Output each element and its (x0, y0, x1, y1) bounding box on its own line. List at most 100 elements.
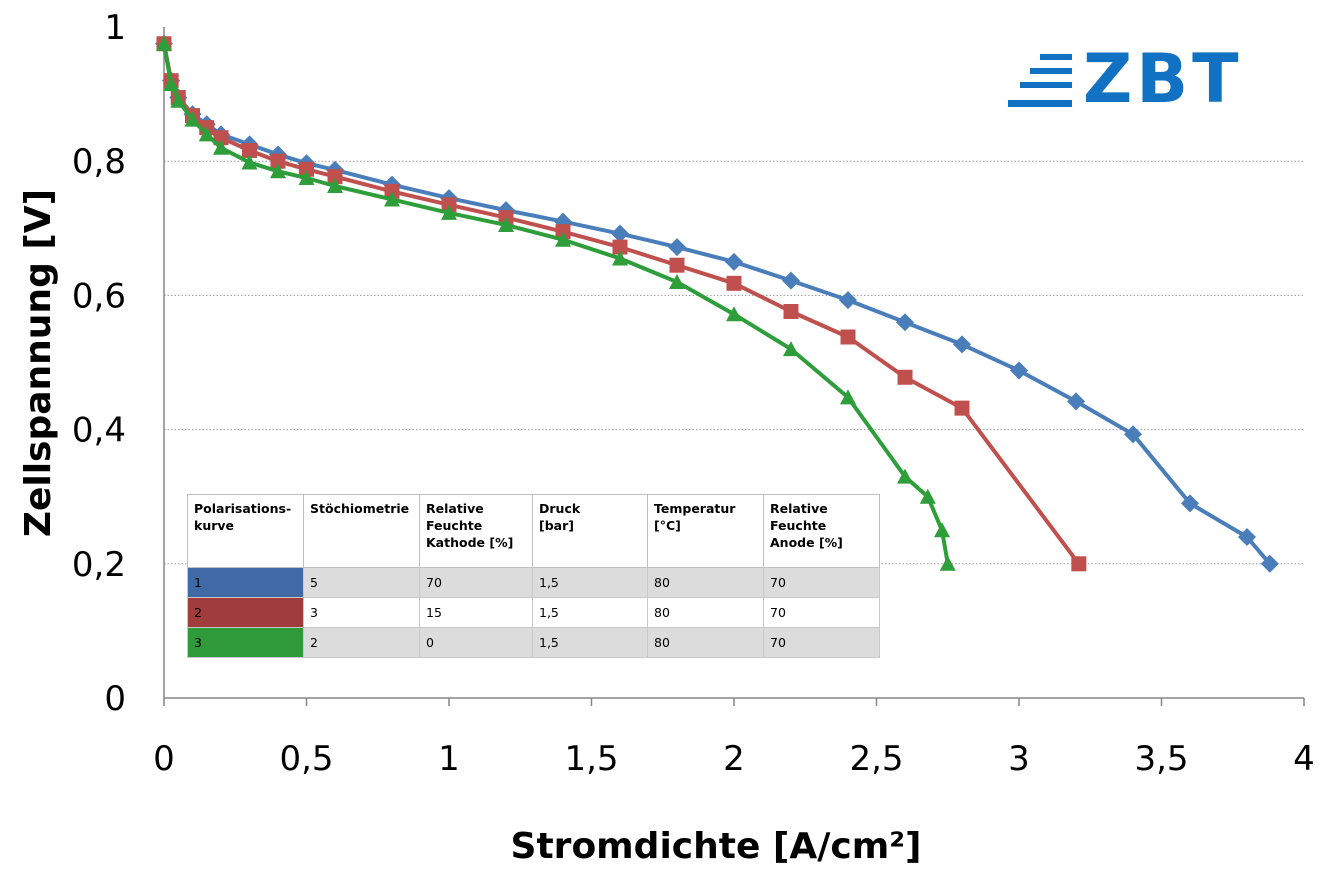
legend-stoich-cell: 5 (303, 567, 420, 598)
zbt-logo (1008, 48, 1278, 118)
logo-text: ZBT (1083, 40, 1243, 119)
legend-row: 2 3 15 1,5 80 70 (187, 597, 880, 628)
x-tick-label: 1 (438, 739, 460, 779)
data-point (939, 555, 956, 571)
y-tick-label: 0 (104, 679, 126, 719)
data-point (299, 161, 314, 177)
data-point (156, 35, 172, 51)
data-point (725, 252, 743, 271)
data-point (441, 197, 457, 213)
legend-row: 1 5 70 1,5 80 70 (187, 567, 880, 598)
data-point (783, 304, 799, 320)
data-point (270, 153, 286, 169)
legend-pressure-cell: 1,5 (532, 567, 648, 598)
data-point (441, 204, 457, 220)
legend-stoich-cell: 3 (303, 597, 420, 628)
data-point (1260, 554, 1279, 573)
data-point (611, 224, 629, 243)
legend-temperature-cell: 80 (647, 627, 764, 658)
legend-rh-cathode-cell: 15 (419, 597, 533, 628)
data-point (840, 389, 856, 405)
legend-curve-cell: 3 (187, 627, 304, 658)
data-point (184, 111, 201, 127)
legend-curve-cell: 1 (187, 567, 304, 598)
data-point (1181, 494, 1199, 513)
legend-table: Polarisations-kurve Stöchiometrie Relati… (187, 494, 880, 658)
legend-temperature-cell: 80 (647, 567, 764, 598)
x-axis-title: Stromdichte [A/cm²] (511, 826, 922, 867)
legend-temperature-cell: 80 (647, 597, 764, 628)
data-point (612, 239, 628, 255)
data-point (669, 257, 685, 273)
header-rh-anode: Relative Feuchte Anode [%] (763, 494, 880, 568)
data-point (384, 183, 400, 199)
data-point (1238, 527, 1256, 546)
x-tick-label: 2 (723, 739, 745, 779)
series-2 (156, 36, 1087, 572)
data-point (327, 169, 343, 185)
legend-rh-anode-cell: 70 (763, 597, 880, 628)
y-tick-label: 1 (104, 8, 126, 48)
data-point (612, 250, 628, 266)
data-point (840, 329, 856, 345)
header-temperature: Temperatur [°C] (647, 494, 764, 568)
data-point (726, 306, 742, 322)
data-point (668, 238, 686, 257)
logo-stripes-icon (1008, 54, 1072, 107)
data-point (270, 163, 286, 179)
data-point (1071, 556, 1087, 572)
data-point (1067, 392, 1085, 411)
y-tick-label: 0,6 (72, 276, 126, 316)
series-line (162, 43, 950, 565)
legend-header-row: Polarisations-kurve Stöchiometrie Relati… (187, 494, 880, 568)
x-tick-label: 2,5 (849, 739, 903, 779)
data-point (384, 191, 400, 207)
legend-pressure-cell: 1,5 (532, 597, 648, 628)
x-tick-label: 4 (1293, 739, 1315, 779)
legend-stoich-cell: 2 (303, 627, 420, 658)
x-tick-label: 3 (1008, 739, 1030, 779)
header-curve: Polarisations-kurve (187, 494, 304, 568)
data-point (839, 291, 857, 310)
data-point (782, 271, 800, 290)
data-point (555, 224, 571, 240)
data-point (897, 468, 913, 484)
legend-row: 3 2 0 1,5 80 70 (187, 627, 880, 658)
header-pressure: Druck [bar] (532, 494, 648, 568)
series-3 (156, 35, 956, 571)
data-point (1124, 425, 1142, 444)
legend-curve-cell: 2 (187, 597, 304, 628)
legend-rh-cathode-cell: 0 (419, 627, 533, 658)
legend-body: 1 5 70 1,5 80 70 2 3 15 1,5 80 70 3 2 0 1,5 80 70 (187, 567, 880, 658)
series-line (162, 43, 1081, 566)
data-point (170, 92, 187, 108)
data-point (498, 216, 514, 232)
y-tick-label: 0,4 (72, 411, 126, 451)
y-tick-label: 0,8 (72, 142, 126, 182)
data-point (298, 169, 315, 185)
data-point (1010, 361, 1028, 380)
y-axis-title: Zellspannung [V] (18, 189, 59, 537)
header-rh-cathode: Relative Feuchte Kathode [%] (419, 494, 533, 568)
x-tick-label: 0,5 (279, 739, 333, 779)
x-tick-label: 0 (153, 739, 175, 779)
data-point (896, 313, 914, 332)
data-point (198, 126, 215, 142)
data-point (919, 488, 936, 504)
x-tick-label: 3,5 (1134, 739, 1188, 779)
data-point (953, 335, 971, 354)
tick-labels: 0 0,5 1 1,5 2 2,5 3 3,5 4 0 0,2 0,4 0,6 0,8 1 (72, 8, 1315, 779)
data-point (555, 231, 571, 247)
data-point (213, 139, 229, 155)
data-point (213, 130, 229, 146)
y-tick-label: 0,2 (72, 545, 126, 585)
data-point (783, 341, 799, 357)
axes (163, 27, 1305, 706)
x-tick-label: 1,5 (564, 739, 618, 779)
legend-rh-cathode-cell: 70 (419, 567, 533, 598)
data-point (954, 400, 970, 416)
data-point (241, 154, 258, 170)
data-point (934, 522, 951, 538)
data-point (726, 275, 742, 291)
